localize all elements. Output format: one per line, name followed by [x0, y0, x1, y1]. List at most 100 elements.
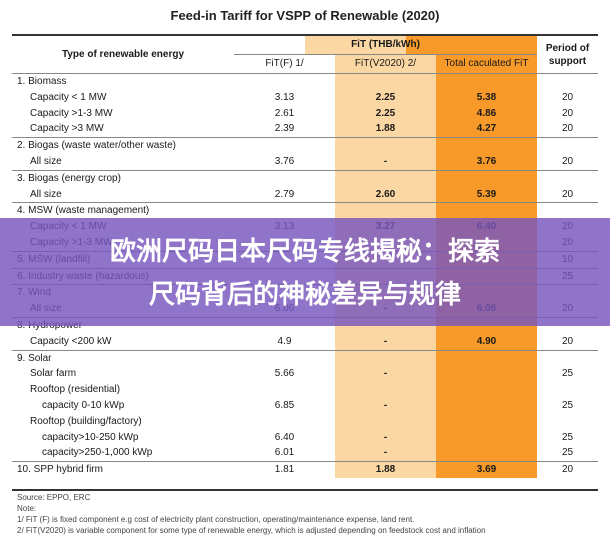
total-cell: 4.90 [436, 333, 537, 351]
total-cell [436, 137, 537, 154]
total-cell: 5.39 [436, 186, 537, 203]
header-fit-f: FiT(F) 1/ [234, 54, 335, 74]
period-cell: 20 [561, 188, 574, 200]
row-label: All size [30, 155, 62, 167]
row-label: 2. Biogas (waste water/other waste) [12, 137, 234, 154]
period-cell: 25 [561, 431, 574, 443]
period-cell [537, 414, 598, 430]
row-label: Solar farm [30, 368, 77, 380]
table-row: All size 2.79 2.60 5.39 20 [12, 186, 598, 203]
fit-v-cell: - [335, 366, 436, 383]
fit-f-cell: 2.39 [274, 123, 295, 135]
footer-note: Note: [17, 504, 37, 513]
table-row: 1. Biomass [12, 72, 598, 90]
total-cell [436, 72, 537, 90]
total-cell [436, 429, 537, 446]
fit-v-cell [335, 382, 436, 398]
fit-f-cell [234, 72, 335, 90]
bottom-rule [12, 489, 598, 491]
footer-note-2: 2/ FiT(V2020) is variable component for … [17, 526, 486, 535]
header-period: Period of support [545, 42, 590, 67]
table-row: Rooftop (building/factory) [12, 413, 598, 430]
row-label: 10. SPP hybrid firm [12, 461, 234, 478]
table-row: 9. Solar [12, 349, 598, 367]
fit-f-cell [234, 137, 335, 154]
row-label: capacity 0-10 kWp [42, 399, 125, 411]
total-cell [436, 202, 537, 220]
period-cell: 25 [561, 399, 574, 411]
period-cell [537, 72, 598, 90]
period-cell [537, 382, 598, 398]
total-cell: 5.38 [436, 89, 537, 106]
period-cell [537, 137, 598, 154]
table-row: 4. MSW (waste management) [12, 202, 598, 220]
period-cell [537, 202, 598, 220]
table-row: Capacity >1-3 MW 2.61 2.25 4.86 20 [12, 105, 598, 122]
total-cell [436, 366, 537, 383]
page-title: Feed-in Tariff for VSPP of Renewable (20… [170, 8, 440, 23]
footer-note-1: 1/ FiT (F) is fixed component e.g cost o… [17, 515, 415, 524]
fit-f-cell: 3.13 [274, 91, 295, 103]
period-cell: 20 [537, 461, 598, 478]
header-type: Type of renewable energy [61, 48, 185, 60]
fit-v-cell [335, 202, 436, 220]
top-rule [12, 34, 598, 36]
fit-v-cell [335, 72, 436, 90]
period-cell: 20 [561, 155, 574, 167]
fit-f-cell: 1.81 [234, 461, 335, 478]
fit-v-cell: 1.88 [335, 121, 436, 138]
row-label: Rooftop (residential) [30, 384, 121, 396]
row-label: capacity>10-250 kWp [42, 431, 139, 443]
fit-v-cell: 1.88 [335, 461, 436, 478]
period-cell: 20 [561, 335, 574, 347]
table-row: Solar farm 5.66 - 25 [12, 366, 598, 383]
table-row: 2. Biogas (waste water/other waste) [12, 137, 598, 154]
period-cell: 25 [561, 447, 574, 459]
fit-v-cell: 2.25 [335, 105, 436, 122]
row-label: 4. MSW (waste management) [12, 202, 234, 220]
header-total: Total caculated FiT [436, 54, 537, 74]
row-label: Capacity <200 kW [30, 335, 112, 347]
footer-source: Source: EPPO, ERC [17, 493, 91, 502]
total-cell [436, 445, 537, 462]
fit-f-cell: 2.61 [274, 107, 295, 119]
fit-f-cell [234, 349, 335, 367]
row-label: capacity>250-1,000 kWp [42, 447, 153, 459]
fit-v-cell: - [335, 429, 436, 446]
fit-f-cell [234, 169, 335, 187]
row-label: 9. Solar [12, 349, 234, 367]
total-cell [436, 397, 537, 414]
row-label: Capacity < 1 MW [30, 91, 107, 103]
row-label: Rooftop (building/factory) [30, 415, 142, 427]
fit-f-cell [234, 202, 335, 220]
fit-v-cell: - [335, 333, 436, 351]
overlay-banner [0, 218, 610, 326]
table-row: Capacity < 1 MW 3.13 2.25 5.38 20 [12, 89, 598, 106]
fit-v-cell [335, 349, 436, 367]
period-cell: 20 [561, 107, 574, 119]
table-row: 10. SPP hybrid firm 1.81 1.88 3.69 20 [12, 461, 598, 478]
fit-v-cell [335, 169, 436, 187]
table-row: capacity>250-1,000 kWp 6.01 - 25 [12, 445, 598, 462]
period-cell: 20 [561, 123, 574, 135]
total-cell: 4.27 [436, 121, 537, 138]
total-cell: 3.69 [436, 461, 537, 478]
row-label: Capacity >3 MW [30, 123, 104, 135]
total-cell [436, 169, 537, 187]
fit-f-cell: 5.66 [274, 368, 295, 380]
table-row: 3. Biogas (energy crop) [12, 169, 598, 187]
period-cell [537, 169, 598, 187]
total-cell [436, 349, 537, 367]
fit-v-cell [335, 137, 436, 154]
banner-line-1: 欧洲尺码日本尺码专线揭秘：探索 [109, 237, 500, 267]
fit-v-cell: 2.25 [335, 89, 436, 106]
fit-f-cell: 6.85 [274, 399, 295, 411]
fit-v-cell: 2.60 [335, 186, 436, 203]
fit-v-cell: - [335, 153, 436, 171]
period-cell: 20 [561, 91, 574, 103]
table-row: All size 3.76-3.76 20 [12, 153, 598, 171]
total-cell [436, 413, 537, 430]
fit-v-cell [335, 413, 436, 430]
banner-line-2: 尺码背后的神秘差异与规律 [148, 280, 461, 310]
